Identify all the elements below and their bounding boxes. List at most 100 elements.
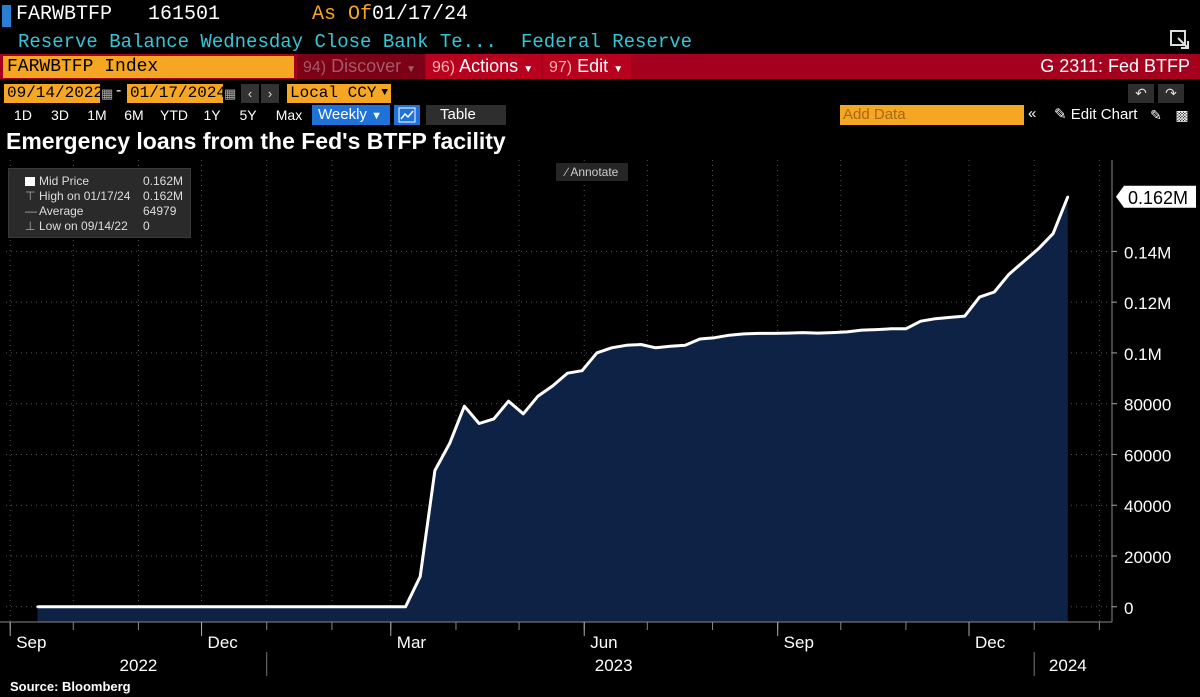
y-tick-label: 80000	[1124, 396, 1171, 415]
redo-icon[interactable]: ↷	[1158, 84, 1184, 103]
data-point	[860, 328, 863, 332]
data-point	[477, 422, 481, 425]
data-point	[963, 314, 967, 318]
data-point	[698, 337, 702, 341]
edit-chart-label: Edit Chart	[1070, 106, 1138, 123]
source-name[interactable]: Federal Reserve	[521, 31, 693, 53]
period-button-1d[interactable]: 1D	[14, 107, 32, 123]
chart-legend[interactable]: Mid Price 0.162M ⊤ High on 01/17/24 0.16…	[8, 168, 191, 238]
period-button-1y[interactable]: 1Y	[203, 107, 221, 123]
data-point	[419, 575, 422, 578]
legend-value: 0.162M	[143, 174, 184, 188]
data-point	[993, 290, 996, 294]
average-marker-icon: —	[25, 204, 37, 218]
data-point	[610, 346, 613, 350]
data-point	[742, 332, 746, 336]
data-point	[551, 384, 554, 388]
last-value-tag: 0.162M	[1116, 185, 1196, 208]
year-label: 2024	[1049, 656, 1087, 675]
x-tick-label: Sep	[784, 633, 814, 652]
chevron-down-icon: ▼	[381, 87, 388, 99]
ticker-symbol[interactable]: FARWBTFP	[16, 3, 113, 26]
prev-period-icon[interactable]: ‹	[241, 84, 259, 103]
data-point	[816, 331, 819, 335]
data-point	[948, 316, 952, 319]
start-date-input[interactable]: 09/14/2022	[4, 84, 103, 103]
data-point	[36, 605, 39, 608]
period-button-5y[interactable]: 5Y	[239, 107, 257, 123]
data-point	[801, 331, 805, 334]
source-footnote: Source: Bloomberg	[10, 679, 131, 694]
data-point	[683, 344, 687, 347]
legend-row: ⊤ High on 01/17/24 0.162M	[9, 189, 189, 204]
chart-area[interactable]: 0 20000 40000 60000 80000 0.1M 0.12M 0.14M Sep D…	[0, 160, 1200, 679]
edit-menu[interactable]: 97) Edit ▼	[543, 54, 631, 79]
y-axis: 0 20000 40000 60000 80000 0.1M 0.12M 0.14M	[1111, 160, 1171, 622]
data-point	[654, 346, 657, 350]
annotate-label: Annotate	[570, 165, 619, 179]
data-point	[713, 336, 716, 339]
period-button-3d[interactable]: 3D	[51, 107, 69, 123]
calendar-icon[interactable]: ▦	[224, 86, 237, 101]
discover-menu[interactable]: 94) Discover ▼	[297, 54, 425, 79]
ticker-input[interactable]: FARWBTFP Index	[3, 56, 294, 78]
end-date-input[interactable]: 01/17/2024	[127, 84, 226, 103]
frequency-select[interactable]: Weekly ▼	[312, 105, 390, 125]
actions-menu-number: 96)	[432, 59, 456, 76]
edit-menu-label: Edit	[577, 56, 609, 76]
y-tick-label: 60000	[1124, 446, 1171, 465]
pencil-icon: ✎	[1054, 106, 1067, 123]
security-description[interactable]: Reserve Balance Wednesday Close Bank Te.…	[18, 31, 497, 53]
legend-value: 64979	[143, 204, 177, 218]
period-button-max[interactable]: Max	[275, 107, 303, 123]
data-point	[404, 605, 407, 608]
period-button-6m[interactable]: 6M	[124, 107, 144, 123]
currency-value: Local CCY	[290, 84, 377, 102]
chevron-down-icon: ▼	[613, 64, 624, 75]
y-tick-label: 0	[1124, 599, 1133, 618]
table-button[interactable]: Table	[426, 105, 506, 125]
calendar-icon[interactable]: ▦	[101, 86, 114, 101]
y-tick-label: 0.1M	[1124, 345, 1162, 364]
area-fill	[37, 196, 1068, 623]
currency-select[interactable]: Local CCY ▼	[287, 84, 391, 103]
y-tick-label: 0.14M	[1124, 243, 1171, 262]
x-tick-label: Mar	[397, 633, 427, 652]
data-point	[919, 319, 922, 323]
data-point	[625, 344, 628, 347]
annotate-button[interactable]: ∕ Annotate	[556, 163, 628, 181]
data-point	[463, 404, 466, 408]
chevron-down-icon: ▼	[371, 110, 382, 122]
popout-icon[interactable]	[1170, 30, 1190, 50]
data-point	[831, 331, 834, 334]
actions-menu[interactable]: 96) Actions ▼	[426, 54, 541, 79]
collapse-icon[interactable]: «	[1028, 105, 1037, 122]
bar-chart-icon[interactable]: ▩	[1175, 107, 1189, 123]
data-point	[448, 442, 451, 445]
frequency-value: Weekly	[318, 106, 367, 123]
legend-row: ⊥ Low on 09/14/22 0	[9, 219, 189, 234]
asof-label: As Of	[312, 3, 373, 26]
y-tick-label: 20000	[1124, 548, 1171, 567]
edit-chart-button[interactable]: ✎ Edit Chart	[1054, 105, 1137, 125]
year-label: 2022	[120, 656, 158, 675]
legend-label: High on 01/17/24	[39, 189, 131, 203]
actions-menu-label: Actions	[459, 56, 519, 76]
chevron-down-icon: ▼	[406, 64, 417, 75]
data-point	[522, 412, 525, 416]
data-point	[1007, 273, 1011, 276]
function-title: G 2311: Fed BTFP	[1040, 56, 1190, 76]
data-point	[890, 327, 893, 331]
period-button-1m[interactable]: 1M	[87, 107, 107, 123]
data-point	[1022, 260, 1025, 263]
undo-icon[interactable]: ↶	[1128, 84, 1154, 103]
last-value-label: 0.162M	[1128, 188, 1188, 208]
period-button-ytd[interactable]: YTD	[160, 107, 188, 123]
line-chart-icon[interactable]	[394, 105, 420, 125]
data-point	[580, 369, 584, 372]
x-axis: Sep Dec Mar Jun Sep Dec 2022 2023 2024	[0, 621, 1112, 676]
data-point	[595, 351, 599, 355]
next-period-icon[interactable]: ›	[261, 84, 279, 103]
chart-settings-icon[interactable]: ✎	[1150, 107, 1162, 123]
add-data-input[interactable]: Add Data	[840, 105, 1024, 125]
